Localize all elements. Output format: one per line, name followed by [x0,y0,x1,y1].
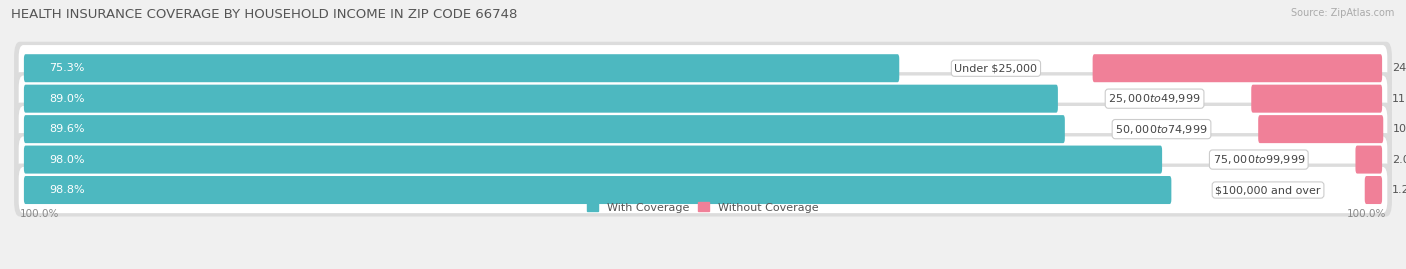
FancyBboxPatch shape [18,45,1388,91]
FancyBboxPatch shape [18,76,1388,122]
FancyBboxPatch shape [24,115,1064,143]
FancyBboxPatch shape [1251,85,1382,113]
Text: 2.0%: 2.0% [1392,155,1406,165]
FancyBboxPatch shape [18,106,1388,152]
Text: Source: ZipAtlas.com: Source: ZipAtlas.com [1291,8,1395,18]
FancyBboxPatch shape [18,167,1388,213]
FancyBboxPatch shape [24,176,1171,204]
Text: 98.0%: 98.0% [49,155,84,165]
Text: 1.2%: 1.2% [1392,185,1406,195]
Text: Under $25,000: Under $25,000 [955,63,1038,73]
Text: 98.8%: 98.8% [49,185,84,195]
Text: 10.5%: 10.5% [1393,124,1406,134]
Text: HEALTH INSURANCE COVERAGE BY HOUSEHOLD INCOME IN ZIP CODE 66748: HEALTH INSURANCE COVERAGE BY HOUSEHOLD I… [11,8,517,21]
FancyBboxPatch shape [1092,54,1382,82]
FancyBboxPatch shape [1258,115,1384,143]
FancyBboxPatch shape [24,146,1163,174]
FancyBboxPatch shape [24,85,1057,113]
Text: 24.7%: 24.7% [1392,63,1406,73]
FancyBboxPatch shape [1355,146,1382,174]
FancyBboxPatch shape [14,72,1392,125]
FancyBboxPatch shape [1365,176,1382,204]
Text: $75,000 to $99,999: $75,000 to $99,999 [1212,153,1305,166]
FancyBboxPatch shape [24,54,900,82]
Text: 75.3%: 75.3% [49,63,84,73]
FancyBboxPatch shape [18,136,1388,183]
Text: 11.0%: 11.0% [1392,94,1406,104]
Text: 89.6%: 89.6% [49,124,84,134]
Text: $100,000 and over: $100,000 and over [1215,185,1320,195]
FancyBboxPatch shape [14,42,1392,95]
FancyBboxPatch shape [14,133,1392,186]
FancyBboxPatch shape [14,103,1392,155]
Legend: With Coverage, Without Coverage: With Coverage, Without Coverage [582,198,824,217]
Text: 100.0%: 100.0% [1347,209,1386,219]
Text: $50,000 to $74,999: $50,000 to $74,999 [1115,123,1208,136]
Text: 100.0%: 100.0% [20,209,59,219]
FancyBboxPatch shape [14,164,1392,217]
Text: $25,000 to $49,999: $25,000 to $49,999 [1108,92,1201,105]
Text: 89.0%: 89.0% [49,94,84,104]
